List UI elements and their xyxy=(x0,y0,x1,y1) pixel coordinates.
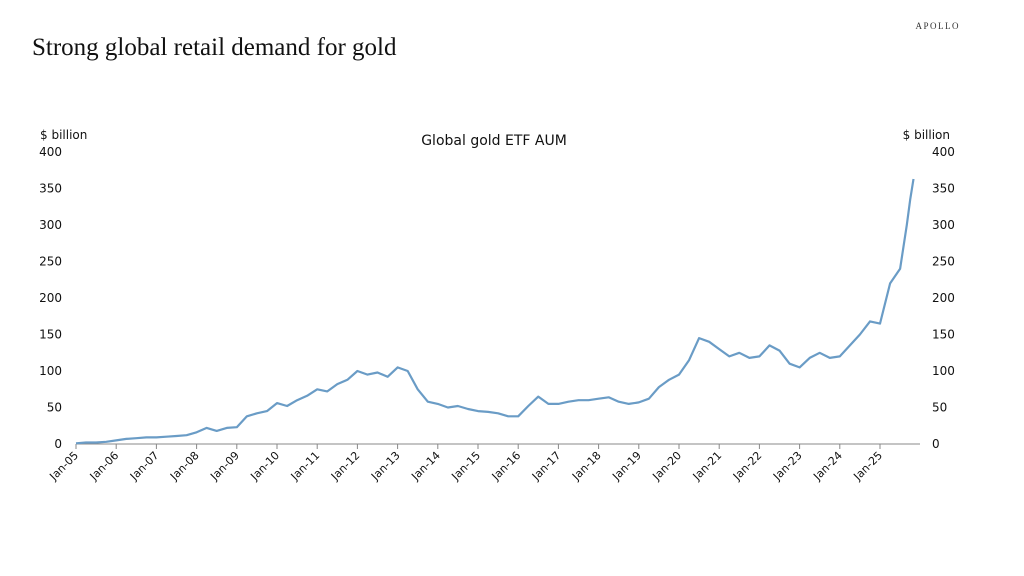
x-tick-label: Jan-17 xyxy=(529,449,564,484)
x-tick-label: Jan-13 xyxy=(368,449,403,484)
y-tick-label-left: 100 xyxy=(39,364,62,378)
y-tick-label-left: 300 xyxy=(39,218,62,232)
y-tick-label-left: 400 xyxy=(39,145,62,159)
y-axis-label-right: $ billion xyxy=(903,128,950,142)
y-tick-label-right: 400 xyxy=(932,145,955,159)
x-tick-label: Jan-08 xyxy=(167,449,202,484)
y-tick-label-left: 350 xyxy=(39,182,62,196)
y-tick-label-right: 200 xyxy=(932,291,955,305)
slide-title: Strong global retail demand for gold xyxy=(32,34,397,61)
x-tick-label: Jan-20 xyxy=(650,449,685,484)
x-tick-label: Jan-12 xyxy=(328,449,363,484)
y-tick-label-right: 50 xyxy=(932,401,947,415)
x-tick-label: Jan-24 xyxy=(810,449,845,484)
x-tick-label: Jan-10 xyxy=(248,449,283,484)
x-tick-label: Jan-11 xyxy=(288,449,323,484)
x-tick-label: Jan-15 xyxy=(449,449,484,484)
y-tick-label-right: 0 xyxy=(932,437,940,451)
x-tick-label: Jan-23 xyxy=(770,449,805,484)
x-tick-label: Jan-05 xyxy=(47,449,82,484)
x-tick-label: Jan-25 xyxy=(851,449,886,484)
chart-title: Global gold ETF AUM xyxy=(421,133,567,149)
y-tick-label-left: 250 xyxy=(39,255,62,269)
x-tick-label: Jan-14 xyxy=(408,449,443,484)
y-tick-label-left: 200 xyxy=(39,291,62,305)
x-tick-label: Jan-22 xyxy=(730,449,765,484)
y-tick-label-right: 250 xyxy=(932,255,955,269)
x-tick-label: Jan-18 xyxy=(569,449,604,484)
apollo-logo: APOLLO xyxy=(915,21,960,31)
y-tick-label-left: 150 xyxy=(39,328,62,342)
y-tick-label-left: 50 xyxy=(47,401,62,415)
x-tick-label: Jan-19 xyxy=(609,449,644,484)
x-tick-label: Jan-16 xyxy=(489,449,524,484)
y-tick-label-right: 150 xyxy=(932,328,955,342)
x-tick-label: Jan-07 xyxy=(127,449,162,484)
y-tick-label-right: 350 xyxy=(932,182,955,196)
x-tick-label: Jan-06 xyxy=(87,449,122,484)
y-axis-label-left: $ billion xyxy=(40,128,87,142)
y-tick-label-right: 300 xyxy=(932,218,955,232)
x-tick-label: Jan-09 xyxy=(207,449,242,484)
y-tick-label-left: 0 xyxy=(54,437,62,451)
x-tick-label: Jan-21 xyxy=(690,449,725,484)
series-line xyxy=(75,178,915,445)
y-tick-label-right: 100 xyxy=(932,364,955,378)
